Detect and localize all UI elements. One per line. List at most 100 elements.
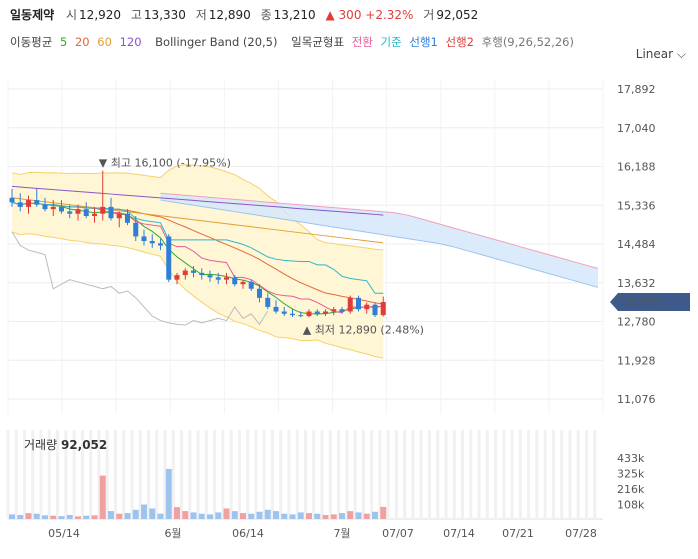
- candle-body: [50, 206, 56, 210]
- volume-bar: [50, 515, 57, 519]
- x-tick-label: 07/14: [443, 527, 475, 540]
- ichimoku-cloud: [160, 192, 599, 288]
- ichimoku-conversion-legend[interactable]: 전환: [351, 35, 373, 49]
- ichimoku-lead2-line: [160, 192, 599, 269]
- volume-bar: [322, 515, 329, 519]
- volume-bar: [157, 513, 164, 519]
- volume-bar: [256, 511, 263, 519]
- candle-body: [323, 311, 328, 314]
- high-value: 13,330: [143, 8, 186, 22]
- ichimoku-lag-line: [11, 231, 269, 326]
- volume-bar: [165, 468, 172, 519]
- close-value: 13,210: [273, 8, 316, 22]
- date-axis: 05/14 6월 06/14 7월 07/07 07/14 07/21 07/28: [48, 527, 597, 540]
- ma5-line: [11, 201, 384, 315]
- volume-bar: [149, 508, 156, 519]
- price-header: 일동제약 시 12,920 고 13,330 저 12,890 종 13,210 ▲ 3…: [10, 6, 484, 23]
- high-label: 고: [130, 8, 142, 22]
- volume-bar: [355, 512, 362, 519]
- volume-bar: [248, 513, 255, 519]
- volume-bar: [58, 516, 65, 519]
- volume-bar: [380, 506, 387, 519]
- volume-bar: [9, 514, 15, 519]
- ma120-legend[interactable]: 120: [119, 35, 142, 49]
- volume-tick-label: 216k: [617, 483, 645, 496]
- ichimoku-base-legend[interactable]: 기준: [380, 35, 402, 49]
- candle-body: [248, 281, 254, 289]
- ichimoku-base-line: [11, 201, 384, 294]
- ichimoku-lead1-line: [160, 199, 599, 288]
- price-axis: 17,892 17,040 16,188 15,336 14,484 13,632 12,7…: [610, 83, 690, 406]
- open-value: 12,920: [79, 8, 122, 22]
- ichimoku-lead2-legend[interactable]: 선행2: [445, 35, 474, 49]
- ma120-line: [11, 185, 384, 216]
- volume-bar: [306, 513, 312, 519]
- ma-legend-label[interactable]: 이동평균: [10, 35, 53, 49]
- candle-body: [347, 297, 353, 312]
- volume-bar: [297, 512, 304, 519]
- volume-bar: [314, 513, 321, 519]
- y-tick-label: 14,484: [617, 238, 656, 251]
- change-value: ▲ 300 +2.32%: [325, 8, 414, 22]
- x-tick-label: 07/21: [502, 527, 534, 540]
- x-tick-label: 07/28: [565, 527, 597, 540]
- stock-name: 일동제약: [10, 8, 55, 22]
- y-tick-label: 17,892: [617, 83, 656, 96]
- volume-bar: [347, 511, 354, 519]
- y-tick-label: 17,040: [617, 122, 656, 135]
- candle-body: [356, 297, 361, 310]
- chevron-down-icon: ⌵: [676, 47, 686, 61]
- volume-bar: [363, 513, 370, 519]
- x-tick-label: 05/14: [48, 527, 80, 540]
- ma20-legend[interactable]: 20: [74, 35, 90, 49]
- high-annotation: ▼ 최고 16,100 (-17.95%): [99, 157, 231, 170]
- candle-body: [92, 213, 97, 216]
- ichimoku-legend-label[interactable]: 일목균형표: [291, 35, 345, 49]
- y-tick-label: 12,780: [617, 316, 656, 329]
- candle-body: [75, 209, 81, 214]
- candle-body: [26, 200, 31, 207]
- volume-bar: [240, 513, 246, 519]
- candle-body: [166, 236, 172, 280]
- volume-bar: [132, 509, 139, 519]
- ma5-legend[interactable]: 5: [59, 35, 68, 49]
- bollinger-legend[interactable]: Bollinger Band (20,5): [155, 35, 278, 49]
- candle-body: [372, 304, 378, 316]
- volume-bar: [33, 513, 40, 519]
- scale-dropdown[interactable]: Linear ⌵: [636, 47, 686, 62]
- volume-bar: [42, 515, 48, 519]
- candle-body: [100, 206, 106, 214]
- candle-body: [339, 309, 345, 312]
- candle-body: [174, 275, 180, 280]
- candle-body: [265, 297, 271, 307]
- y-tick-label: 11,928: [617, 354, 656, 367]
- ma60-legend[interactable]: 60: [97, 35, 112, 49]
- candle-body: [133, 222, 139, 237]
- volume-bar: [91, 515, 98, 519]
- candle-body: [257, 288, 262, 298]
- current-price-tag: [610, 292, 690, 311]
- y-tick-label: 13,632: [617, 277, 656, 290]
- candle-body: [364, 304, 370, 310]
- volume-bar: [124, 513, 131, 519]
- x-tick-label: 6월: [164, 527, 181, 540]
- candle-body: [34, 200, 40, 205]
- volume-bar: [99, 475, 106, 519]
- volume-bar: [215, 512, 222, 519]
- annotations: ▼ 최고 16,100 (-17.95%) ▲ 최저 12,890 (2.48%): [99, 157, 424, 337]
- volume-bar: [231, 511, 238, 519]
- volume-bar: [83, 515, 90, 519]
- candle-body: [125, 213, 130, 223]
- volume-bars: 433k 325k 216k 108k: [6, 430, 645, 520]
- low-annotation: ▲ 최저 12,890 (2.48%): [303, 323, 424, 336]
- ichimoku-lead1-legend[interactable]: 선행1: [409, 35, 438, 49]
- volume-bar: [116, 513, 123, 519]
- volume-bar: [289, 514, 296, 519]
- ichimoku-lag-legend[interactable]: 후행(9,26,52,26): [481, 35, 574, 49]
- y-tick-label: 11,076: [617, 393, 656, 406]
- volume-panel-value: 92,052: [60, 438, 108, 452]
- volume-bar: [66, 515, 73, 519]
- volume-bar: [17, 515, 24, 519]
- volume-bar: [75, 516, 81, 519]
